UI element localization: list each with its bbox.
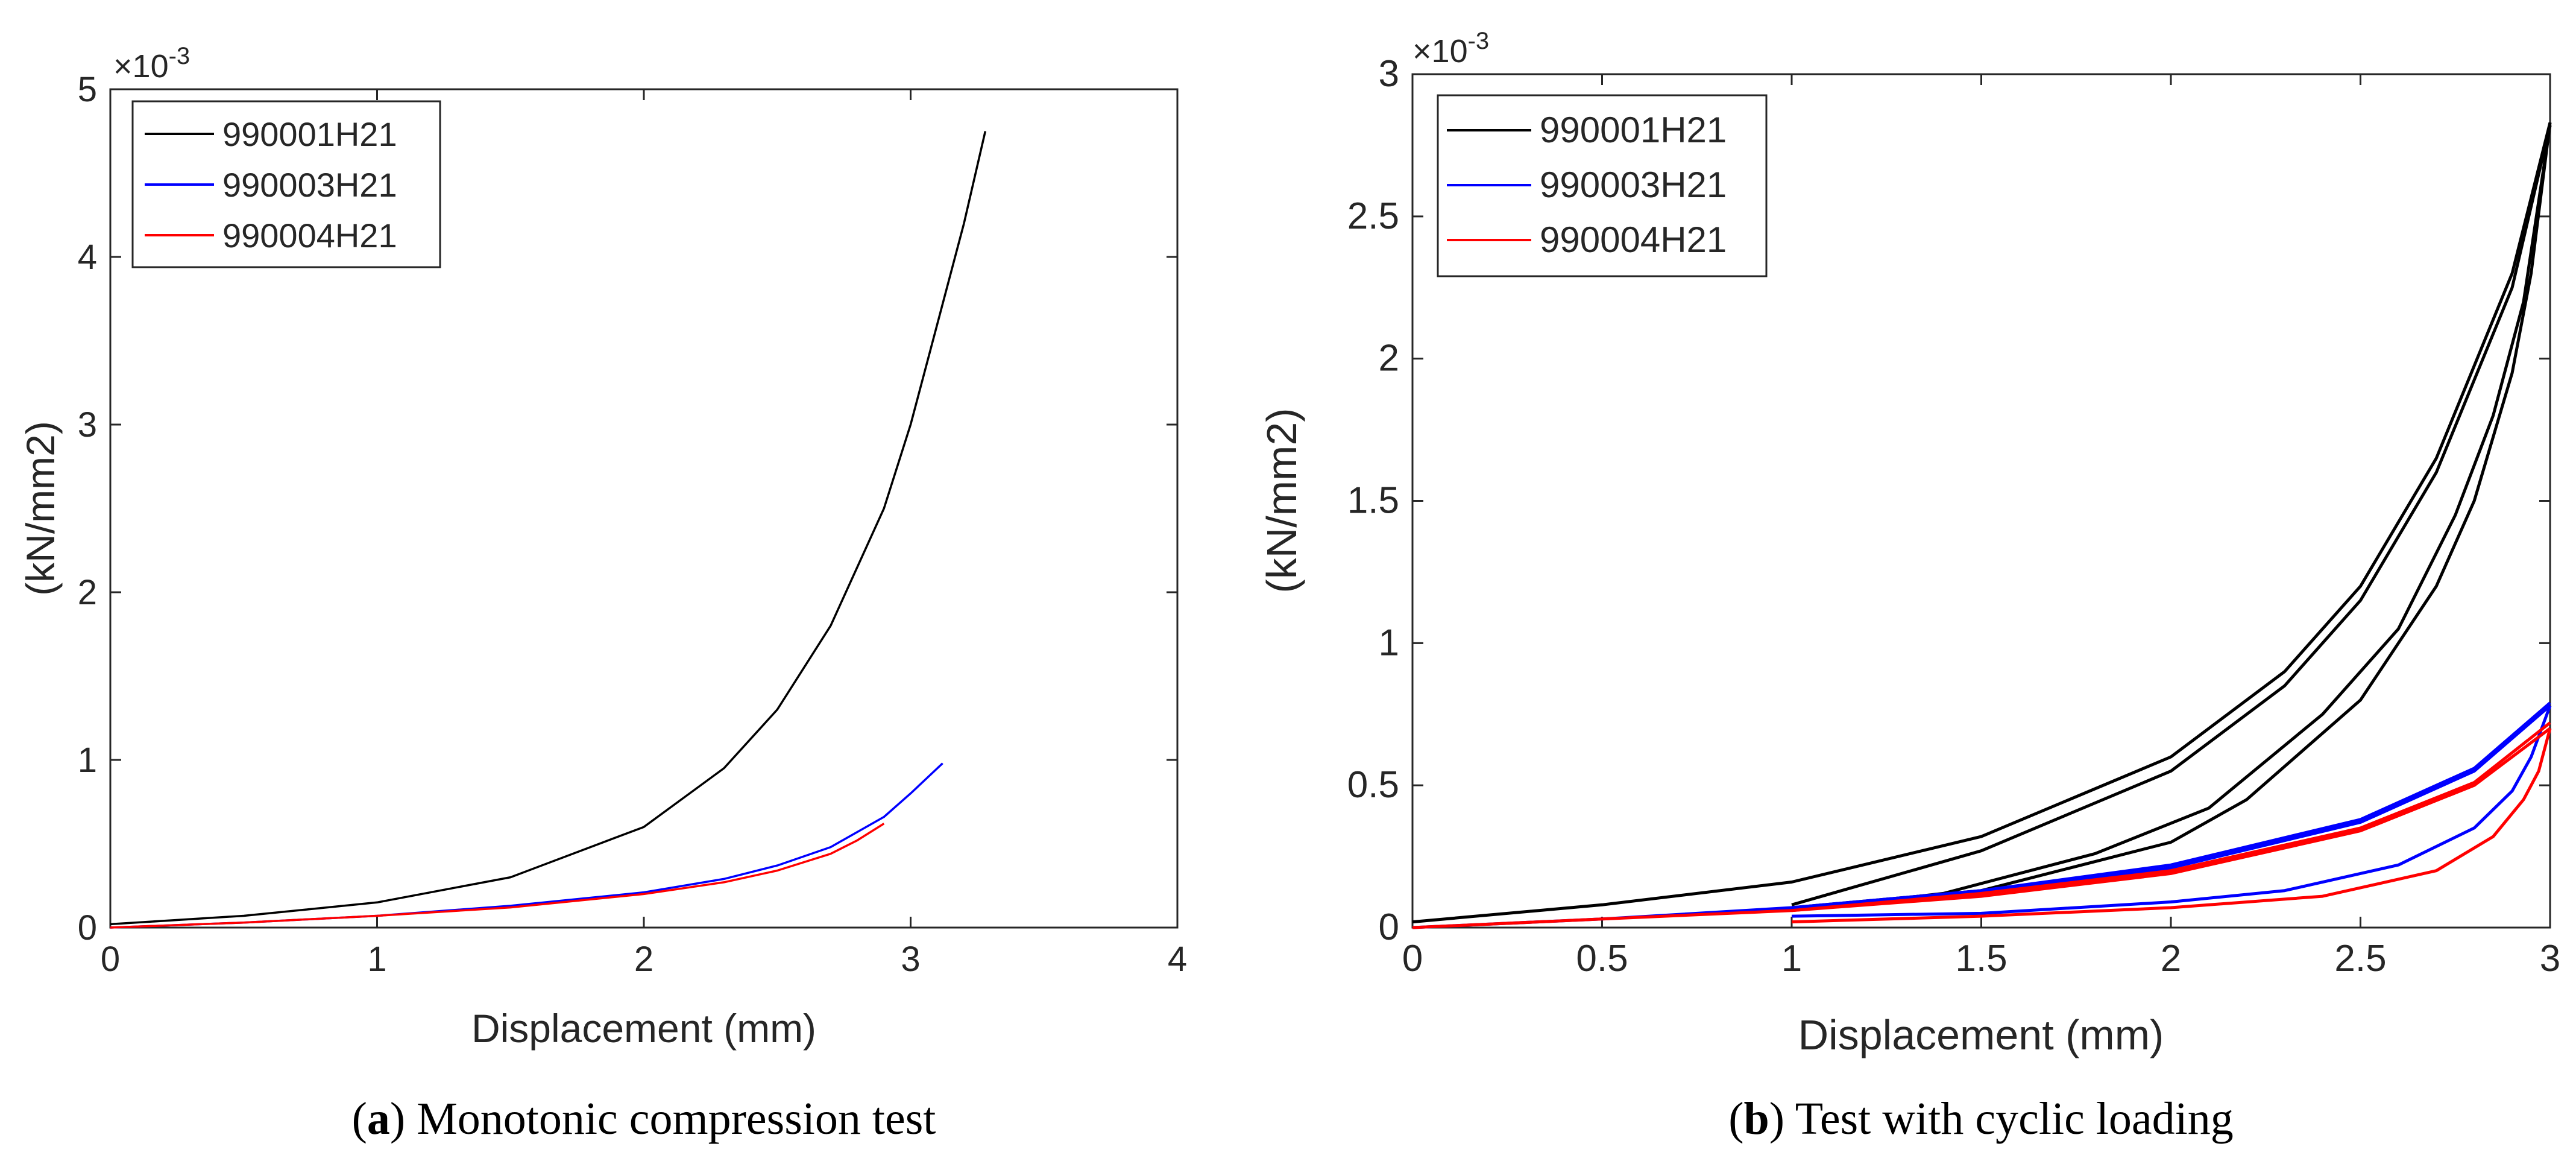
series-line-990004H21 <box>1412 727 2551 929</box>
caption-text-a: Monotonic compression test <box>405 1093 936 1144</box>
x-tick-label: 3 <box>2540 938 2560 979</box>
legend-label: 990004H21 <box>1540 220 1727 260</box>
y-axis-label-b: (kN/mm2) <box>1258 408 1305 593</box>
series-line-990001H21 <box>1791 122 2552 909</box>
x-tick-label: 2 <box>634 940 653 979</box>
series-line-990003H21 <box>1791 701 2551 909</box>
series-b <box>1412 122 2552 929</box>
x-tick-label: 1 <box>1781 938 1802 979</box>
y-tick-label: 0 <box>1379 906 1399 948</box>
series-line-990001H21 <box>1791 125 2552 906</box>
legend-label: 990003H21 <box>222 166 397 204</box>
y-tick-label: 1.5 <box>1347 480 1399 522</box>
x-tick-label: 3 <box>901 940 920 979</box>
x-tick-label: 2 <box>2161 938 2181 979</box>
y-tick-label: 1 <box>1379 622 1399 663</box>
series-line-990004H21 <box>1791 728 2552 924</box>
panel-a: 0 1 2 3 4 0 1 2 3 4 5 ×10-3 Displacement (mm) (kN/… <box>18 43 1187 1144</box>
series-line-990004H21 <box>1791 721 2551 912</box>
y-tick-label: 2.5 <box>1347 195 1399 237</box>
x-tick-label: 1 <box>367 940 386 979</box>
series-line-990001H21 <box>1412 122 2552 924</box>
series-line-990004H21 <box>110 823 885 929</box>
y-multiplier-a: ×10-3 <box>113 43 190 84</box>
x-tick-label: 0 <box>1402 938 1423 979</box>
caption-a: (a) Monotonic compression test <box>352 1093 936 1144</box>
y-tick-label: 2 <box>78 573 97 612</box>
y-tick-label: 2 <box>1379 338 1399 379</box>
caption-letter-b: b <box>1744 1093 1769 1144</box>
y-tick-label: 1 <box>78 741 97 780</box>
y-tick-label: 5 <box>78 70 97 109</box>
series-a <box>110 131 987 929</box>
x-tick-label: 4 <box>1168 940 1187 979</box>
y-tick-label: 0 <box>78 908 97 947</box>
caption-letter-a: a <box>367 1093 390 1144</box>
y-tick-label: 3 <box>78 405 97 444</box>
caption-text-b: Test with cyclic loading <box>1784 1093 2234 1144</box>
ticks-b: 0 0.5 1 1.5 2 2.5 3 0 0.5 1 1.5 2 2.5 3 <box>1347 53 2560 979</box>
series-line-990001H21 <box>110 131 987 926</box>
x-axis-label-a: Displacement (mm) <box>471 1006 816 1051</box>
legend-label: 990001H21 <box>222 115 397 153</box>
legend-a: 990001H21 990003H21 990004H21 <box>131 100 441 268</box>
x-tick-label: 1.5 <box>1955 938 2007 979</box>
x-tick-label: 0 <box>101 940 120 979</box>
legend-label: 990003H21 <box>1540 165 1727 205</box>
ticks-a: 0 1 2 3 4 0 1 2 3 4 5 <box>78 70 1187 979</box>
legend-label: 990001H21 <box>1540 110 1727 150</box>
panel-b: 0 0.5 1 1.5 2 2.5 3 0 0.5 1 1.5 2 2.5 3 ×10-3 Displac… <box>1258 28 2560 1144</box>
x-axis-label-b: Displacement (mm) <box>1798 1011 2164 1058</box>
x-tick-label: 2.5 <box>2334 938 2386 979</box>
x-tick-label: 0.5 <box>1576 938 1628 979</box>
y-multiplier-b: ×10-3 <box>1412 28 1489 69</box>
y-tick-label: 3 <box>1379 53 1399 95</box>
caption-b: (b) Test with cyclic loading <box>1728 1093 2234 1144</box>
y-tick-label: 0.5 <box>1347 764 1399 806</box>
series-line-990001H21 <box>1791 125 2552 912</box>
legend-label: 990004H21 <box>222 217 397 255</box>
y-axis-label-a: (kN/mm2) <box>18 421 63 596</box>
series-line-990003H21 <box>1791 705 2552 918</box>
legend-b: 990001H21 990003H21 990004H21 <box>1437 94 1768 277</box>
y-tick-label: 4 <box>78 238 97 277</box>
